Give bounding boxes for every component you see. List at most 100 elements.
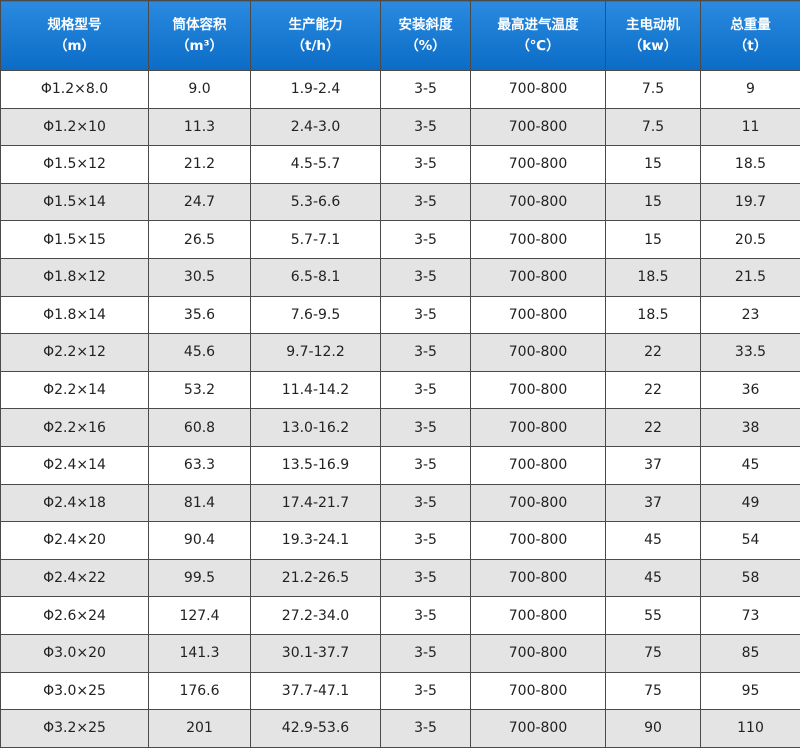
header-cell: 生产能力（t/h）	[251, 1, 381, 71]
table-cell: 127.4	[149, 597, 251, 635]
header-title: 生产能力	[251, 15, 380, 36]
table-cell: Φ2.2×14	[1, 371, 149, 409]
table-cell: 37.7-47.1	[251, 672, 381, 710]
table-cell: 700-800	[471, 146, 606, 184]
table-cell: 26.5	[149, 221, 251, 259]
table-cell: 15	[606, 183, 701, 221]
table-cell: 73	[701, 597, 800, 635]
table-cell: 13.0-16.2	[251, 409, 381, 447]
table-cell: 3-5	[381, 334, 471, 372]
table-cell: 700-800	[471, 183, 606, 221]
table-cell: 45	[606, 559, 701, 597]
table-cell: 38	[701, 409, 800, 447]
table-cell: 700-800	[471, 409, 606, 447]
table-cell: 81.4	[149, 484, 251, 522]
table-cell: 99.5	[149, 559, 251, 597]
table-cell: 700-800	[471, 108, 606, 146]
table-cell: 21.2-26.5	[251, 559, 381, 597]
table-cell: Φ3.0×25	[1, 672, 149, 710]
table-cell: 700-800	[471, 522, 606, 560]
table-cell: 21.5	[701, 258, 800, 296]
table-cell: 21.2	[149, 146, 251, 184]
table-cell: Φ3.0×20	[1, 634, 149, 672]
table-cell: Φ1.5×14	[1, 183, 149, 221]
table-cell: Φ1.2×8.0	[1, 71, 149, 109]
table-cell: 700-800	[471, 71, 606, 109]
table-cell: 3-5	[381, 221, 471, 259]
table-cell: 45	[701, 446, 800, 484]
table-cell: 9	[701, 71, 800, 109]
table-cell: 4.5-5.7	[251, 146, 381, 184]
table-cell: 11.4-14.2	[251, 371, 381, 409]
table-cell: 700-800	[471, 334, 606, 372]
table-cell: 7.5	[606, 108, 701, 146]
table-cell: 700-800	[471, 446, 606, 484]
table-cell: 23	[701, 296, 800, 334]
table-cell: Φ1.8×12	[1, 258, 149, 296]
table-cell: 90	[606, 710, 701, 748]
table-cell: 42.9-53.6	[251, 710, 381, 748]
table-cell: Φ1.5×12	[1, 146, 149, 184]
table-cell: 3-5	[381, 146, 471, 184]
table-cell: 24.7	[149, 183, 251, 221]
header-cell: 总重量（t）	[701, 1, 800, 71]
table-cell: 176.6	[149, 672, 251, 710]
table-cell: 27.2-34.0	[251, 597, 381, 635]
table-cell: 45.6	[149, 334, 251, 372]
table-header: 规格型号（m）筒体容积（m³）生产能力（t/h）安装斜度（%）最高进气温度（℃）…	[1, 1, 800, 71]
table-cell: 37	[606, 446, 701, 484]
table-cell: 20.5	[701, 221, 800, 259]
table-cell: 201	[149, 710, 251, 748]
table-cell: 3-5	[381, 710, 471, 748]
header-unit: （m³）	[149, 36, 250, 57]
table-cell: 36	[701, 371, 800, 409]
table-cell: 19.3-24.1	[251, 522, 381, 560]
header-unit: （%）	[381, 36, 470, 57]
table-cell: 58	[701, 559, 800, 597]
table-cell: 6.5-8.1	[251, 258, 381, 296]
table-cell: 7.6-9.5	[251, 296, 381, 334]
table-cell: 3-5	[381, 71, 471, 109]
table-cell: Φ2.4×18	[1, 484, 149, 522]
table-cell: 90.4	[149, 522, 251, 560]
table-cell: Φ2.4×20	[1, 522, 149, 560]
table-cell: 5.3-6.6	[251, 183, 381, 221]
table-cell: 3-5	[381, 183, 471, 221]
table-cell: 30.1-37.7	[251, 634, 381, 672]
table-cell: 85	[701, 634, 800, 672]
table-cell: 700-800	[471, 371, 606, 409]
table-cell: 3-5	[381, 108, 471, 146]
header-row: 规格型号（m）筒体容积（m³）生产能力（t/h）安装斜度（%）最高进气温度（℃）…	[1, 1, 800, 71]
table-cell: Φ2.2×12	[1, 334, 149, 372]
header-unit: （t）	[701, 36, 800, 57]
table-cell: Φ2.6×24	[1, 597, 149, 635]
table-cell: 53.2	[149, 371, 251, 409]
table-cell: 3-5	[381, 409, 471, 447]
table-cell: Φ1.5×15	[1, 221, 149, 259]
table-cell: 7.5	[606, 71, 701, 109]
table-cell: 11	[701, 108, 800, 146]
table-cell: 33.5	[701, 334, 800, 372]
table-cell: Φ3.2×25	[1, 710, 149, 748]
table-cell: 13.5-16.9	[251, 446, 381, 484]
table-cell: 700-800	[471, 221, 606, 259]
table-cell: 3-5	[381, 446, 471, 484]
table-cell: Φ1.8×14	[1, 296, 149, 334]
table-cell: 700-800	[471, 296, 606, 334]
table-cell: 18.5	[606, 258, 701, 296]
table-cell: 2.4-3.0	[251, 108, 381, 146]
table-cell: 3-5	[381, 672, 471, 710]
table-cell: 700-800	[471, 634, 606, 672]
table-cell: Φ2.2×16	[1, 409, 149, 447]
